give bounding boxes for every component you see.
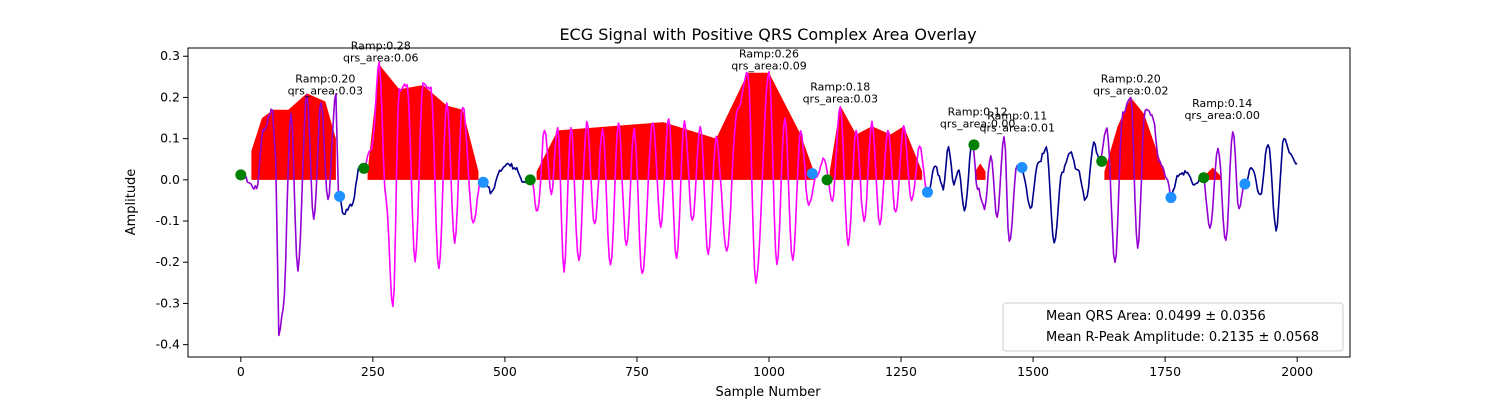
ecg-signal-segment xyxy=(1202,131,1246,241)
ecg-signal-segment xyxy=(338,165,364,215)
legend: Mean QRS Area: 0.0499 ± 0.0356 Mean R-Pe… xyxy=(1002,302,1344,352)
ecg-signal-segment xyxy=(1098,96,1172,264)
ramp-annotation: Ramp:0.20 xyxy=(1101,72,1161,85)
ecg-signal-segment xyxy=(362,61,482,308)
qrs-area-annotation: qrs_area:0.01 xyxy=(980,122,1055,135)
ecg-signal-segment xyxy=(971,136,1024,242)
qrs-offset-marker xyxy=(334,190,346,202)
y-tick-label: -0.2 xyxy=(156,254,180,269)
y-tick-label: -0.4 xyxy=(156,337,180,352)
x-tick-label: 500 xyxy=(493,364,517,379)
qrs-onset-marker xyxy=(235,169,247,181)
qrs-offset-marker xyxy=(477,176,489,188)
x-tick-label: 0 xyxy=(237,364,245,379)
x-tick-label: 1250 xyxy=(885,364,917,379)
qrs-offset-marker xyxy=(806,168,818,180)
y-tick-label: -0.3 xyxy=(156,295,180,310)
qrs-onset-marker xyxy=(1198,172,1210,184)
qrs-onset-marker xyxy=(358,162,370,174)
qrs-area-annotation: qrs_area:0.00 xyxy=(1184,109,1259,122)
chart-title: ECG Signal with Positive QRS Complex Are… xyxy=(559,25,976,44)
ramp-annotation: Ramp:0.14 xyxy=(1192,97,1252,110)
qrs-area-annotation: qrs_area:0.06 xyxy=(343,51,418,64)
x-tick-label: 2000 xyxy=(1281,364,1313,379)
y-axis-label: Amplitude xyxy=(124,169,139,236)
x-axis-label: Sample Number xyxy=(715,385,821,400)
ecg-signal-segment xyxy=(483,162,532,195)
ecg-signal-segment xyxy=(815,105,929,247)
ecg-signal-segment xyxy=(1170,170,1204,199)
plot-area: Ramp:0.20qrs_area:0.03Ramp:0.28qrs_area:… xyxy=(235,39,1298,337)
qrs-onset-marker xyxy=(968,139,980,151)
legend-entry-mean-qrs-area: Mean QRS Area: 0.0499 ± 0.0356 xyxy=(1046,309,1266,324)
qrs-area-annotation: qrs_area:0.02 xyxy=(1093,84,1168,97)
ramp-annotation: Ramp:0.18 xyxy=(810,81,870,94)
qrs-offset-marker xyxy=(1165,192,1177,204)
x-tick-label: 1000 xyxy=(753,364,785,379)
qrs-area-annotation: qrs_area:0.03 xyxy=(803,93,878,106)
x-tick-label: 250 xyxy=(361,364,385,379)
x-tick-label: 1750 xyxy=(1149,364,1181,379)
legend-entry-mean-r-peak: Mean R-Peak Amplitude: 0.2135 ± 0.0568 xyxy=(1046,330,1319,345)
qrs-offset-marker xyxy=(1239,178,1251,190)
ecg-signal-segment xyxy=(1243,137,1298,232)
x-axis: 0 250 500 750 1000 1250 1500 1750 2000 xyxy=(237,357,1313,379)
qrs-positive-area xyxy=(974,163,986,180)
ramp-annotation: Ramp:0.26 xyxy=(739,48,799,61)
ecg-signal-segment xyxy=(240,93,340,337)
ecg-signal-segment xyxy=(530,71,818,284)
qrs-offset-marker xyxy=(921,186,933,198)
ramp-annotation: Ramp:0.20 xyxy=(295,72,355,85)
legend-box xyxy=(1002,302,1344,352)
x-tick-label: 750 xyxy=(625,364,649,379)
x-tick-label: 1500 xyxy=(1017,364,1049,379)
qrs-onset-marker xyxy=(821,174,833,186)
qrs-area-annotation: qrs_area:0.03 xyxy=(288,84,363,97)
y-tick-label: 0.3 xyxy=(160,48,180,63)
ramp-annotation: Ramp:0.28 xyxy=(351,39,411,52)
y-tick-label: 0.2 xyxy=(160,89,180,104)
ramp-annotation: Ramp:0.12 xyxy=(948,105,1008,118)
qrs-onset-marker xyxy=(1096,155,1108,167)
y-tick-label: -0.1 xyxy=(156,213,180,228)
y-axis: -0.4 -0.3 -0.2 -0.1 0.0 0.1 0.2 0.3 xyxy=(156,48,188,352)
y-tick-label: 0.1 xyxy=(160,131,180,146)
ramp-annotation: Ramp:0.11 xyxy=(987,110,1047,123)
qrs-area-annotation: qrs_area:0.09 xyxy=(731,60,806,73)
y-tick-label: 0.0 xyxy=(160,172,180,187)
qrs-offset-marker xyxy=(1016,161,1028,173)
qrs-area-annotation: qrs_area:0.00 xyxy=(940,117,1015,130)
ecg-signal-segment xyxy=(926,142,974,212)
qrs-onset-marker xyxy=(524,174,536,186)
ecg-signal-segment xyxy=(1021,141,1100,244)
qrs-positive-area xyxy=(536,72,814,180)
